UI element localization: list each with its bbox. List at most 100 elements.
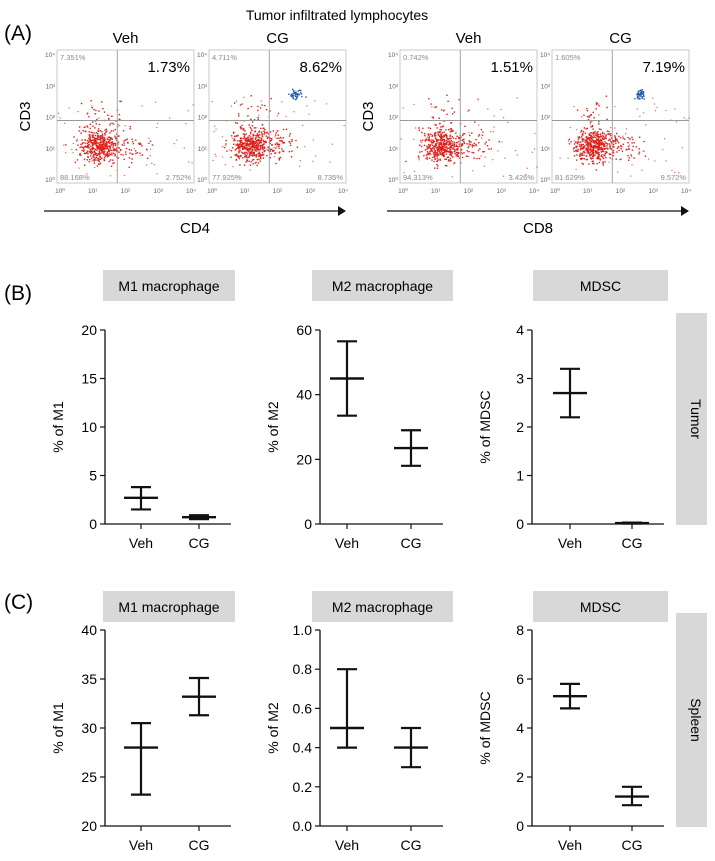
flow-dot [426, 153, 429, 156]
flow-dot [572, 148, 575, 150]
flow-dot [111, 138, 113, 140]
flow-dot [68, 107, 70, 109]
flow-dot [104, 139, 106, 141]
flow-dot [97, 153, 99, 155]
flow-dot [434, 137, 437, 139]
flow-dot [638, 148, 640, 150]
flow-dot [331, 143, 333, 145]
flow-dot [89, 123, 91, 125]
flow-dot [447, 150, 449, 152]
flow-dot [443, 151, 446, 153]
flow-dot [437, 165, 439, 167]
flow-dot [81, 139, 83, 141]
flow-dot [237, 134, 239, 137]
flow-dot [437, 148, 439, 150]
flow-dot [582, 151, 585, 153]
flow-dot [486, 145, 489, 147]
flow-dot [440, 143, 442, 145]
flow-dot [601, 154, 603, 156]
flow-dot [588, 142, 591, 144]
flow-dot-blue [638, 90, 640, 93]
flow-dot [433, 149, 435, 151]
flow-dot [615, 138, 617, 140]
flow-dot [619, 137, 622, 139]
flow-dot [278, 147, 280, 149]
flow-dot [642, 150, 644, 152]
flow-dot [430, 133, 432, 135]
flow-dot [85, 152, 88, 154]
flow-dot [117, 157, 119, 159]
flow-dot-blue [290, 95, 292, 98]
flow-dot [598, 147, 600, 149]
flow-dot [576, 145, 578, 147]
flow-dot [263, 147, 266, 150]
flow-dot [483, 150, 485, 153]
flow-dot [98, 150, 100, 153]
flow-dot [418, 129, 421, 131]
flow-dot [94, 120, 97, 122]
quadrant-ur-value: 1.51% [490, 59, 533, 76]
flow-dot [631, 136, 633, 139]
flow-dot [248, 151, 250, 153]
flow-dot [254, 137, 257, 140]
flow-dot [458, 137, 460, 140]
flow-dot [600, 143, 603, 146]
y-tick-label: 1.0 [293, 622, 313, 638]
flow-dot [612, 145, 614, 148]
flow-dot [595, 143, 597, 145]
flow-dot [633, 142, 635, 144]
flow-dot [449, 154, 451, 156]
flow-dot [258, 130, 261, 132]
y-tick-label: 0.0 [293, 818, 313, 834]
flow-dot [443, 152, 445, 154]
flow-dot [185, 123, 187, 125]
flow-dot [147, 157, 149, 160]
flow-dot [304, 146, 306, 148]
y-tick-label: 4 [516, 720, 524, 736]
side-strip [676, 613, 707, 827]
flow-dot [240, 144, 243, 147]
flow-dot [454, 150, 456, 152]
flow-dot [291, 140, 293, 143]
flow-dot [233, 132, 235, 134]
flow-dot [590, 136, 592, 138]
flow-dot [581, 153, 584, 155]
x-tick-label: CG [189, 837, 210, 853]
flow-dot [438, 139, 440, 141]
flow-dot [89, 135, 91, 138]
flow-dot [432, 117, 434, 119]
flow-dot [598, 156, 600, 158]
flow-dot [91, 151, 94, 153]
flow-dot-blue [292, 94, 294, 97]
flow-dot [238, 150, 241, 152]
flow-dot [92, 147, 94, 149]
flow-dot [421, 141, 423, 144]
flow-dot [592, 162, 594, 165]
flow-dot [131, 140, 134, 143]
flow-dot [608, 143, 611, 145]
flow-dot [285, 115, 287, 118]
flow-dot [102, 108, 104, 110]
flow-dot-blue [294, 95, 297, 98]
flow-dot [111, 152, 113, 154]
flow-dot [108, 148, 110, 151]
flow-dot [99, 147, 101, 149]
error-mark [553, 367, 587, 419]
flow-dot [262, 157, 265, 159]
flow-dot [437, 159, 439, 161]
flow-dot [568, 138, 570, 141]
flow-dot [258, 152, 261, 155]
flow-dot [102, 137, 104, 139]
flow-dot [580, 141, 582, 143]
y-tick-label: 2 [516, 769, 524, 785]
x-tick-label: Veh [558, 837, 582, 853]
flow-dot [114, 155, 116, 157]
flow-dot [445, 146, 448, 148]
flow-dot [582, 140, 584, 142]
flow-dot [101, 144, 103, 146]
flow-dot [577, 140, 579, 143]
flow-dot [468, 145, 470, 147]
flow-dot [262, 153, 264, 156]
flow-dot [455, 138, 457, 140]
flow-dot [599, 159, 601, 161]
